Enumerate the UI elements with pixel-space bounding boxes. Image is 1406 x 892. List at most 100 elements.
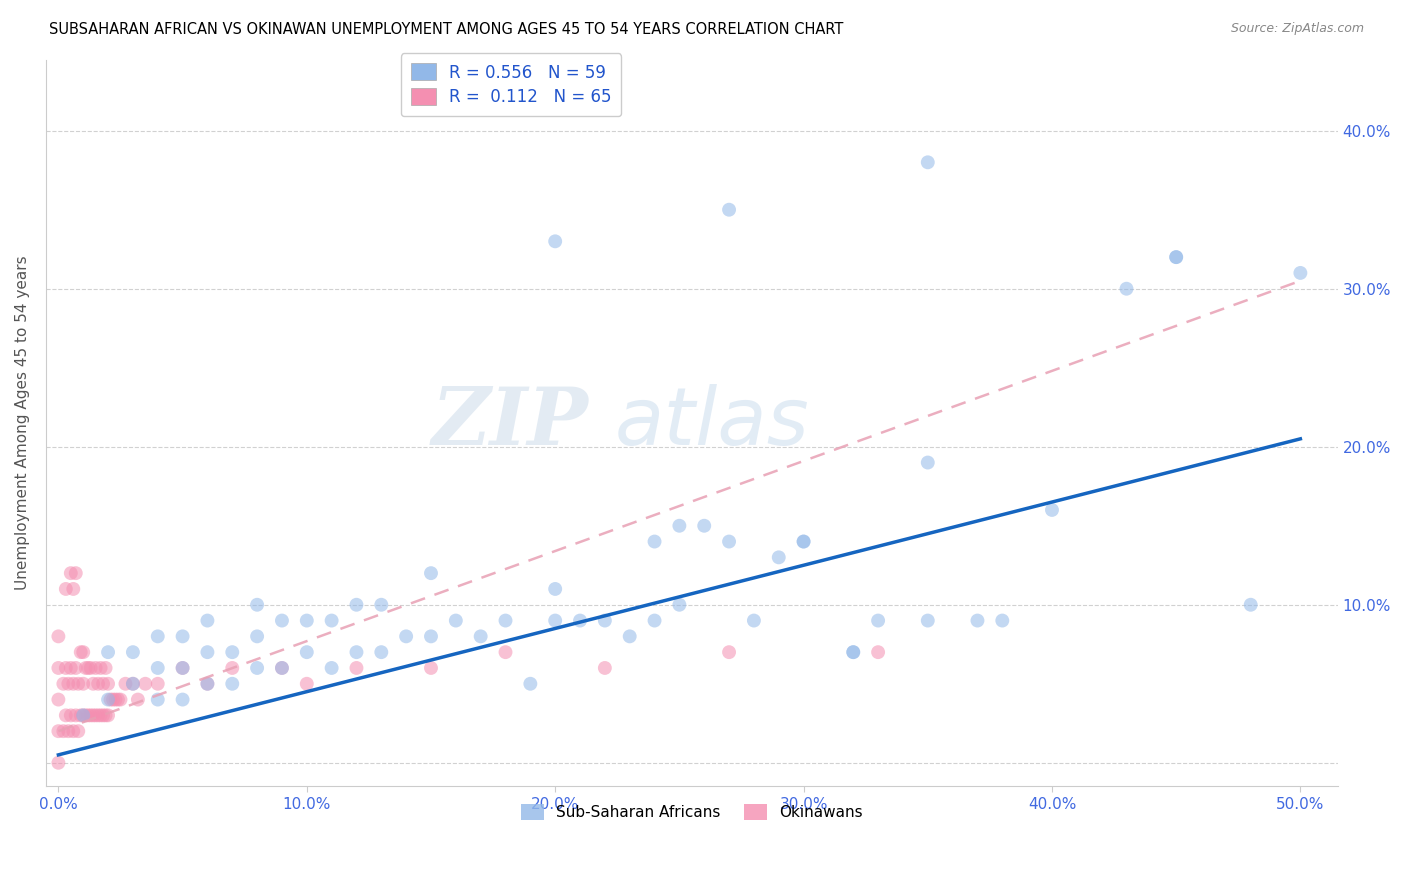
Point xyxy=(370,645,392,659)
Point xyxy=(346,598,368,612)
Point xyxy=(146,677,169,691)
Point xyxy=(221,677,243,691)
Point xyxy=(544,235,567,249)
Point xyxy=(172,629,194,643)
Point xyxy=(718,534,741,549)
Point xyxy=(48,756,70,770)
Point xyxy=(52,677,75,691)
Point xyxy=(62,582,84,596)
Point xyxy=(110,692,132,706)
Point xyxy=(58,677,80,691)
Point xyxy=(742,614,765,628)
Point xyxy=(321,661,343,675)
Point xyxy=(146,629,169,643)
Point xyxy=(917,456,939,470)
Point xyxy=(197,677,219,691)
Point xyxy=(246,661,269,675)
Point xyxy=(90,661,112,675)
Point xyxy=(1166,250,1188,264)
Point xyxy=(295,677,318,691)
Point xyxy=(271,614,294,628)
Point xyxy=(146,661,169,675)
Point xyxy=(221,661,243,675)
Point xyxy=(84,661,107,675)
Point xyxy=(221,645,243,659)
Point xyxy=(569,614,592,628)
Point xyxy=(79,708,101,723)
Point xyxy=(97,692,120,706)
Text: atlas: atlas xyxy=(614,384,808,462)
Point xyxy=(718,202,741,217)
Y-axis label: Unemployment Among Ages 45 to 54 years: Unemployment Among Ages 45 to 54 years xyxy=(15,256,30,591)
Point xyxy=(55,582,77,596)
Point xyxy=(197,614,219,628)
Point xyxy=(65,661,87,675)
Point xyxy=(122,645,145,659)
Point xyxy=(271,661,294,675)
Point xyxy=(114,677,136,691)
Point xyxy=(62,724,84,739)
Point xyxy=(77,661,100,675)
Text: ZIP: ZIP xyxy=(432,384,589,462)
Point xyxy=(65,566,87,581)
Point xyxy=(420,566,443,581)
Point xyxy=(321,614,343,628)
Point xyxy=(793,534,815,549)
Point xyxy=(966,614,988,628)
Point xyxy=(101,692,124,706)
Point xyxy=(991,614,1014,628)
Point xyxy=(75,708,97,723)
Point xyxy=(84,708,107,723)
Point xyxy=(79,661,101,675)
Point xyxy=(97,708,120,723)
Point xyxy=(172,692,194,706)
Point xyxy=(87,708,110,723)
Point xyxy=(444,614,467,628)
Point xyxy=(134,677,156,691)
Point xyxy=(544,614,567,628)
Point xyxy=(67,724,90,739)
Point xyxy=(295,645,318,659)
Point xyxy=(75,661,97,675)
Point xyxy=(59,661,82,675)
Point xyxy=(90,708,112,723)
Point xyxy=(67,677,90,691)
Point xyxy=(470,629,492,643)
Point xyxy=(668,518,690,533)
Point xyxy=(172,661,194,675)
Point xyxy=(793,534,815,549)
Point xyxy=(197,645,219,659)
Point xyxy=(1166,250,1188,264)
Point xyxy=(519,677,541,691)
Text: SUBSAHARAN AFRICAN VS OKINAWAN UNEMPLOYMENT AMONG AGES 45 TO 54 YEARS CORRELATIO: SUBSAHARAN AFRICAN VS OKINAWAN UNEMPLOYM… xyxy=(49,22,844,37)
Point xyxy=(544,582,567,596)
Point xyxy=(91,677,114,691)
Point xyxy=(1289,266,1312,280)
Point xyxy=(122,677,145,691)
Point xyxy=(395,629,418,643)
Point xyxy=(1040,503,1063,517)
Point xyxy=(48,629,70,643)
Point xyxy=(52,724,75,739)
Point xyxy=(48,724,70,739)
Point xyxy=(420,629,443,643)
Point xyxy=(868,645,890,659)
Point xyxy=(94,708,117,723)
Point xyxy=(420,661,443,675)
Point xyxy=(271,661,294,675)
Point xyxy=(69,645,91,659)
Point xyxy=(48,661,70,675)
Point xyxy=(104,692,127,706)
Point xyxy=(65,708,87,723)
Point xyxy=(62,677,84,691)
Point xyxy=(842,645,865,659)
Point xyxy=(72,708,94,723)
Text: Source: ZipAtlas.com: Source: ZipAtlas.com xyxy=(1230,22,1364,36)
Point xyxy=(644,614,666,628)
Point xyxy=(668,598,690,612)
Point xyxy=(127,692,149,706)
Point xyxy=(768,550,790,565)
Point xyxy=(346,645,368,659)
Point xyxy=(107,692,129,706)
Point xyxy=(55,708,77,723)
